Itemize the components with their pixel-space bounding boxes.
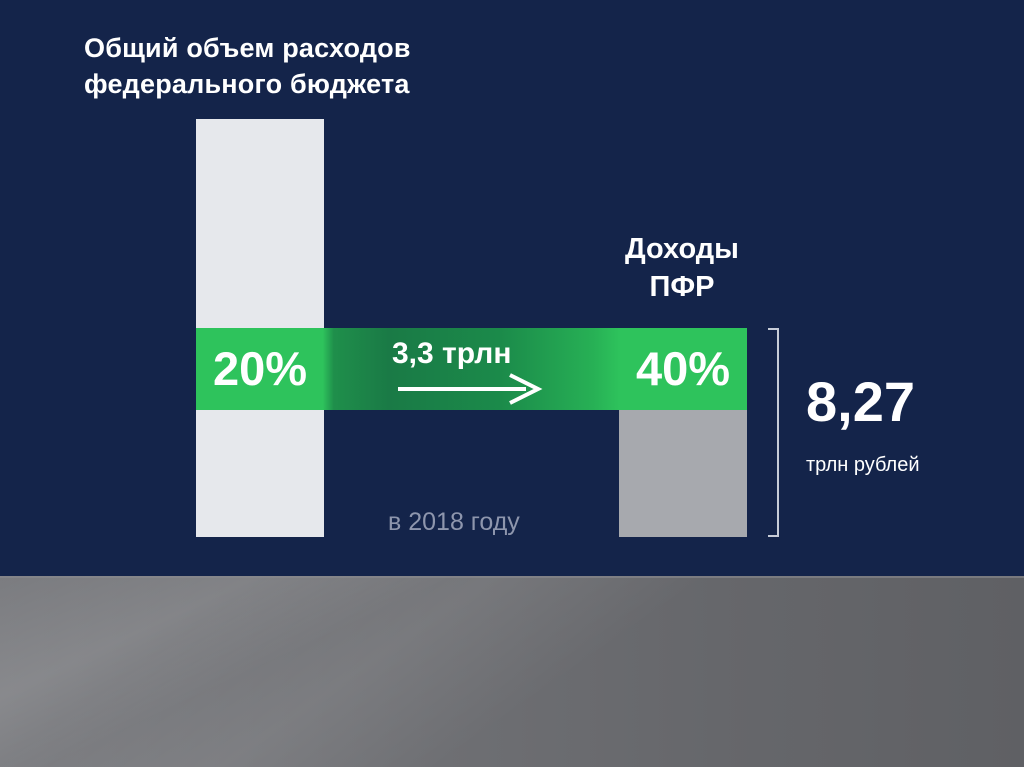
pfr-total-unit: трлн рублей — [806, 454, 920, 476]
federal-budget-title: Общий объем расходов федерального бюджет… — [84, 30, 464, 102]
pfr-total-value: 8,27 — [806, 370, 915, 433]
transfer-band — [196, 328, 747, 410]
federal-budget-title-line2: федерального бюджета — [84, 69, 410, 99]
total-bracket — [768, 328, 779, 537]
pfr-income-bar-remainder — [619, 410, 747, 537]
pfr-income-title-line1: Доходы — [625, 233, 739, 265]
federal-budget-share: 20% — [212, 342, 308, 395]
pfr-income-title: Доходы ПФР — [592, 230, 772, 306]
pfr-income-share: 40% — [635, 342, 731, 395]
footer-band — [0, 576, 1024, 767]
year-note: в 2018 году — [388, 508, 520, 536]
footer-divider — [0, 576, 1024, 578]
transfer-amount: 3,3 трлн — [392, 337, 512, 370]
pfr-income-title-line2: ПФР — [649, 271, 715, 303]
slide-canvas — [0, 0, 1024, 576]
federal-budget-title-line1: Общий объем расходов — [84, 33, 411, 63]
right-arrow-icon — [398, 373, 543, 405]
